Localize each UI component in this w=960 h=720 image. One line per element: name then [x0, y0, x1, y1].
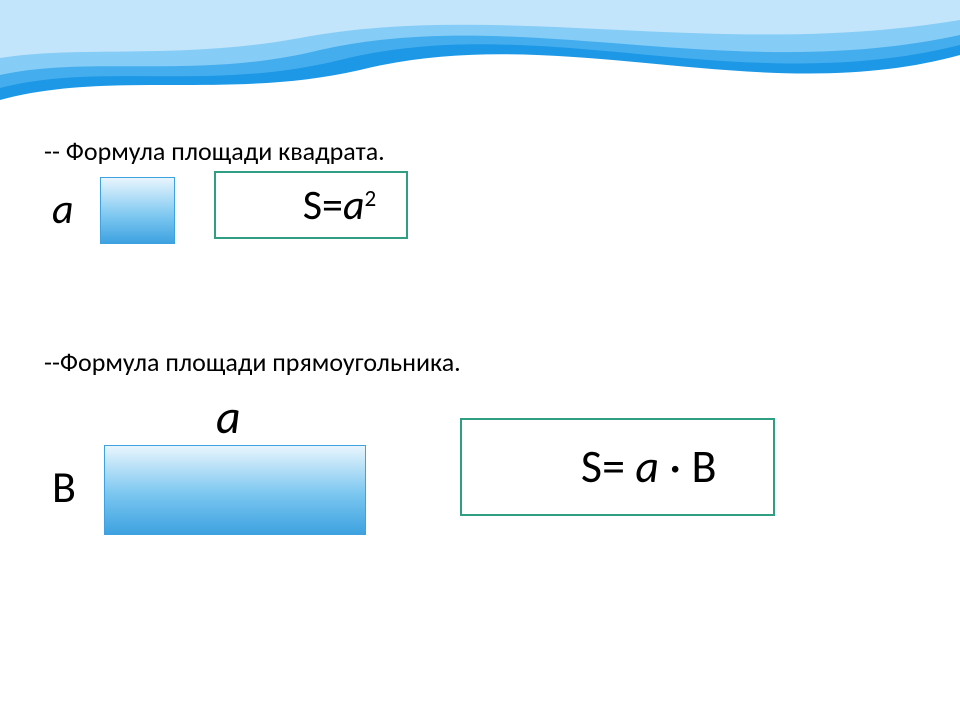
square-formula-exponent: 2 — [365, 185, 377, 213]
rectangle-formula-box: S= a · B — [460, 418, 775, 516]
slide: { "header": { "wave_color_dark": "#1c98e… — [0, 0, 960, 720]
rectangle-formula-text: S= a · B — [519, 383, 717, 551]
decorative-wave-header — [0, 0, 960, 120]
square-side-label-a: a — [52, 184, 74, 235]
rectangle-formula-dot: · — [659, 439, 691, 495]
rectangle-side-label-B: B — [52, 460, 76, 514]
square-formula-eq: = — [322, 180, 343, 231]
wave-layer-pale — [0, 0, 960, 58]
wave-layer-light — [0, 0, 960, 75]
square-formula-a: a — [343, 180, 365, 231]
square-formula-box: S=a2 — [214, 171, 408, 239]
square-shape — [100, 177, 175, 244]
rectangle-formula-eq: = — [602, 439, 635, 495]
heading-rectangle-formula: --Формула площади прямоугольника. — [44, 346, 461, 378]
rectangle-formula-a: a — [635, 439, 659, 495]
rectangle-side-label-a: a — [216, 387, 241, 446]
square-formula-S: S — [303, 180, 322, 231]
rectangle-formula-B: B — [691, 439, 716, 495]
wave-layer-mid — [0, 0, 960, 88]
rectangle-shape — [104, 445, 366, 535]
square-formula-text: S=a2 — [246, 129, 377, 282]
wave-layer-dark — [0, 0, 960, 100]
rectangle-formula-S: S — [581, 439, 602, 495]
